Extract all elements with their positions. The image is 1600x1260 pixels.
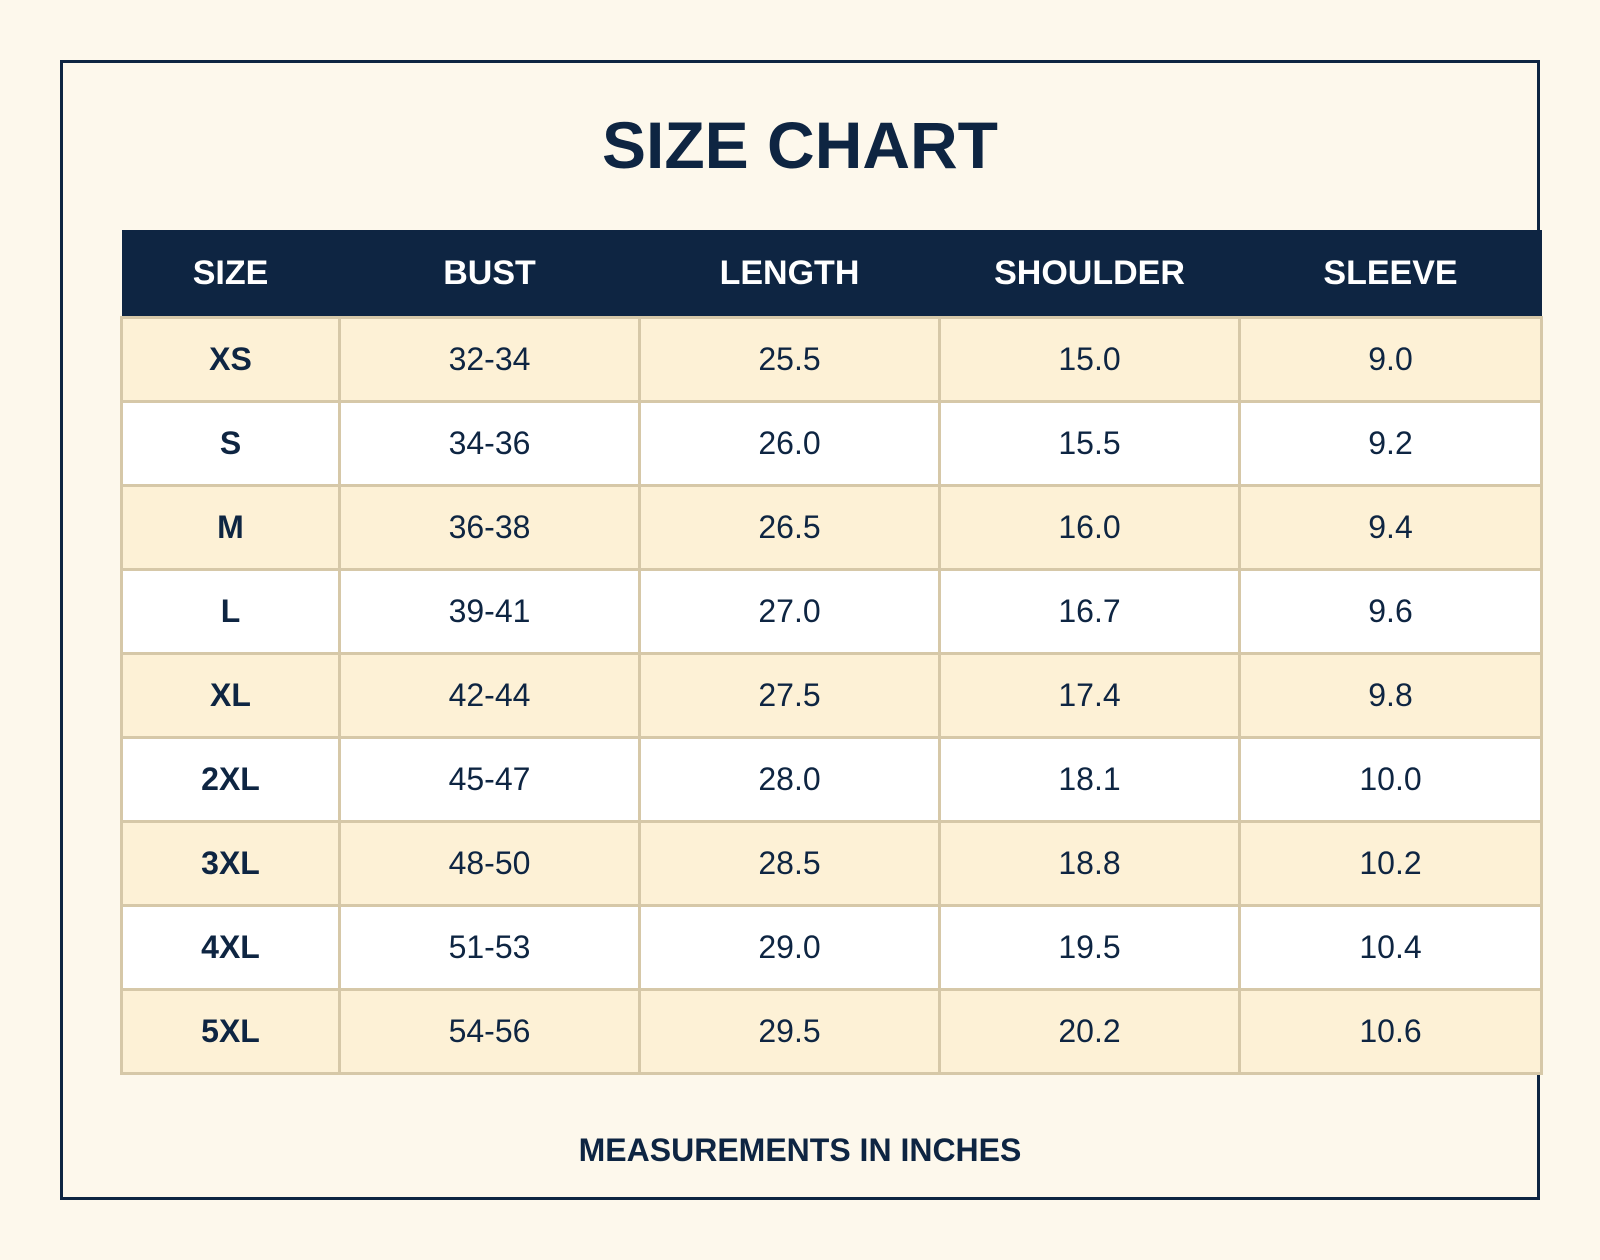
header-row: SIZE BUST LENGTH SHOULDER SLEEVE	[121, 230, 1542, 318]
column-header-sleeve: SLEEVE	[1239, 230, 1542, 318]
bust-cell: 48-50	[338, 820, 641, 907]
length-cell: 28.5	[638, 820, 941, 907]
sleeve-cell: 10.0	[1238, 736, 1543, 823]
size-cell: M	[120, 484, 341, 571]
bust-cell: 39-41	[338, 568, 641, 655]
sleeve-cell: 10.4	[1238, 904, 1543, 991]
bust-cell: 34-36	[338, 400, 641, 487]
table-row: XL 42-44 27.5 17.4 9.8	[120, 652, 1543, 739]
bust-cell: 54-56	[338, 988, 641, 1075]
table-body: XS 32-34 25.5 15.0 9.0 S 34-36 26.0 15.5…	[120, 316, 1543, 1075]
shoulder-cell: 18.8	[938, 820, 1241, 907]
bust-cell: 45-47	[338, 736, 641, 823]
column-header-shoulder: SHOULDER	[939, 230, 1240, 318]
length-cell: 27.0	[638, 568, 941, 655]
sleeve-cell: 9.6	[1238, 568, 1543, 655]
size-cell: 4XL	[120, 904, 341, 991]
sleeve-cell: 9.0	[1238, 316, 1543, 403]
shoulder-cell: 15.0	[938, 316, 1241, 403]
shoulder-cell: 16.7	[938, 568, 1241, 655]
bust-cell: 51-53	[338, 904, 641, 991]
column-header-length: LENGTH	[639, 230, 940, 318]
bust-cell: 36-38	[338, 484, 641, 571]
measurement-unit-note: MEASUREMENTS IN INCHES	[578, 1132, 1022, 1168]
shoulder-cell: 19.5	[938, 904, 1241, 991]
length-cell: 29.0	[638, 904, 941, 991]
shoulder-cell: 17.4	[938, 652, 1241, 739]
sleeve-cell: 10.2	[1238, 820, 1543, 907]
shoulder-cell: 16.0	[938, 484, 1241, 571]
shoulder-cell: 18.1	[938, 736, 1241, 823]
table-header: SIZE BUST LENGTH SHOULDER SLEEVE	[121, 230, 1542, 318]
bust-cell: 32-34	[338, 316, 641, 403]
table-row: M 36-38 26.5 16.0 9.4	[120, 484, 1543, 571]
page-title: SIZE CHART	[602, 108, 998, 182]
table-row: S 34-36 26.0 15.5 9.2	[120, 400, 1543, 487]
length-cell: 27.5	[638, 652, 941, 739]
sleeve-cell: 9.4	[1238, 484, 1543, 571]
length-cell: 26.0	[638, 400, 941, 487]
bust-cell: 42-44	[338, 652, 641, 739]
length-cell: 26.5	[638, 484, 941, 571]
table-row: 2XL 45-47 28.0 18.1 10.0	[120, 736, 1543, 823]
shoulder-cell: 20.2	[938, 988, 1241, 1075]
size-table: SIZE BUST LENGTH SHOULDER SLEEVE XS 32-3…	[120, 230, 1543, 1075]
size-cell: XS	[120, 316, 341, 403]
length-cell: 28.0	[638, 736, 941, 823]
size-cell: 3XL	[120, 820, 341, 907]
column-header-size: SIZE	[121, 230, 340, 318]
column-header-bust: BUST	[339, 230, 640, 318]
size-cell: S	[120, 400, 341, 487]
size-cell: 2XL	[120, 736, 341, 823]
sleeve-cell: 9.2	[1238, 400, 1543, 487]
length-cell: 25.5	[638, 316, 941, 403]
table-row: XS 32-34 25.5 15.0 9.0	[120, 316, 1543, 403]
table-row: 4XL 51-53 29.0 19.5 10.4	[120, 904, 1543, 991]
table-row: 3XL 48-50 28.5 18.8 10.2	[120, 820, 1543, 907]
table-row: 5XL 54-56 29.5 20.2 10.6	[120, 988, 1543, 1075]
size-cell: XL	[120, 652, 341, 739]
sleeve-cell: 9.8	[1238, 652, 1543, 739]
shoulder-cell: 15.5	[938, 400, 1241, 487]
table-row: L 39-41 27.0 16.7 9.6	[120, 568, 1543, 655]
length-cell: 29.5	[638, 988, 941, 1075]
sleeve-cell: 10.6	[1238, 988, 1543, 1075]
size-cell: L	[120, 568, 341, 655]
size-cell: 5XL	[120, 988, 341, 1075]
